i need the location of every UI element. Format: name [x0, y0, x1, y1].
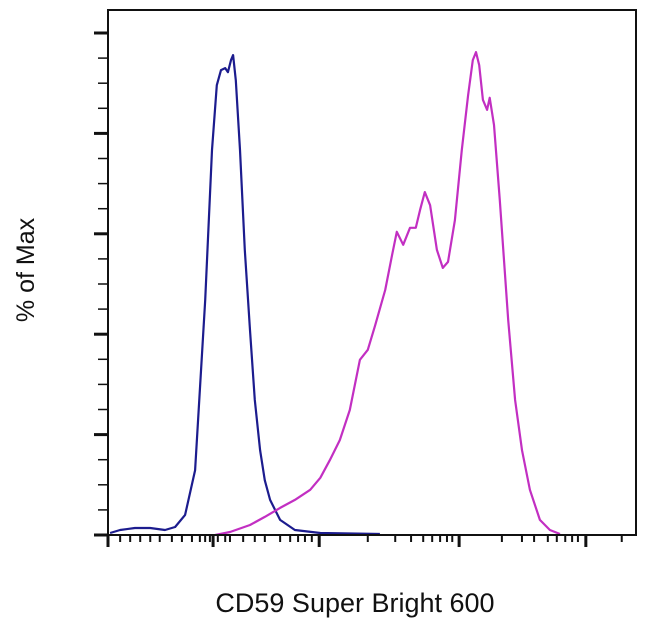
plot-frame — [107, 9, 637, 536]
series-line-2 — [214, 51, 561, 537]
series-line-1 — [109, 54, 380, 536]
y-axis-label: % of Max — [12, 217, 40, 322]
x-axis-label: CD59 Super Bright 600 — [215, 588, 494, 618]
axis-ticks — [94, 31, 623, 547]
series-curves — [109, 51, 561, 537]
